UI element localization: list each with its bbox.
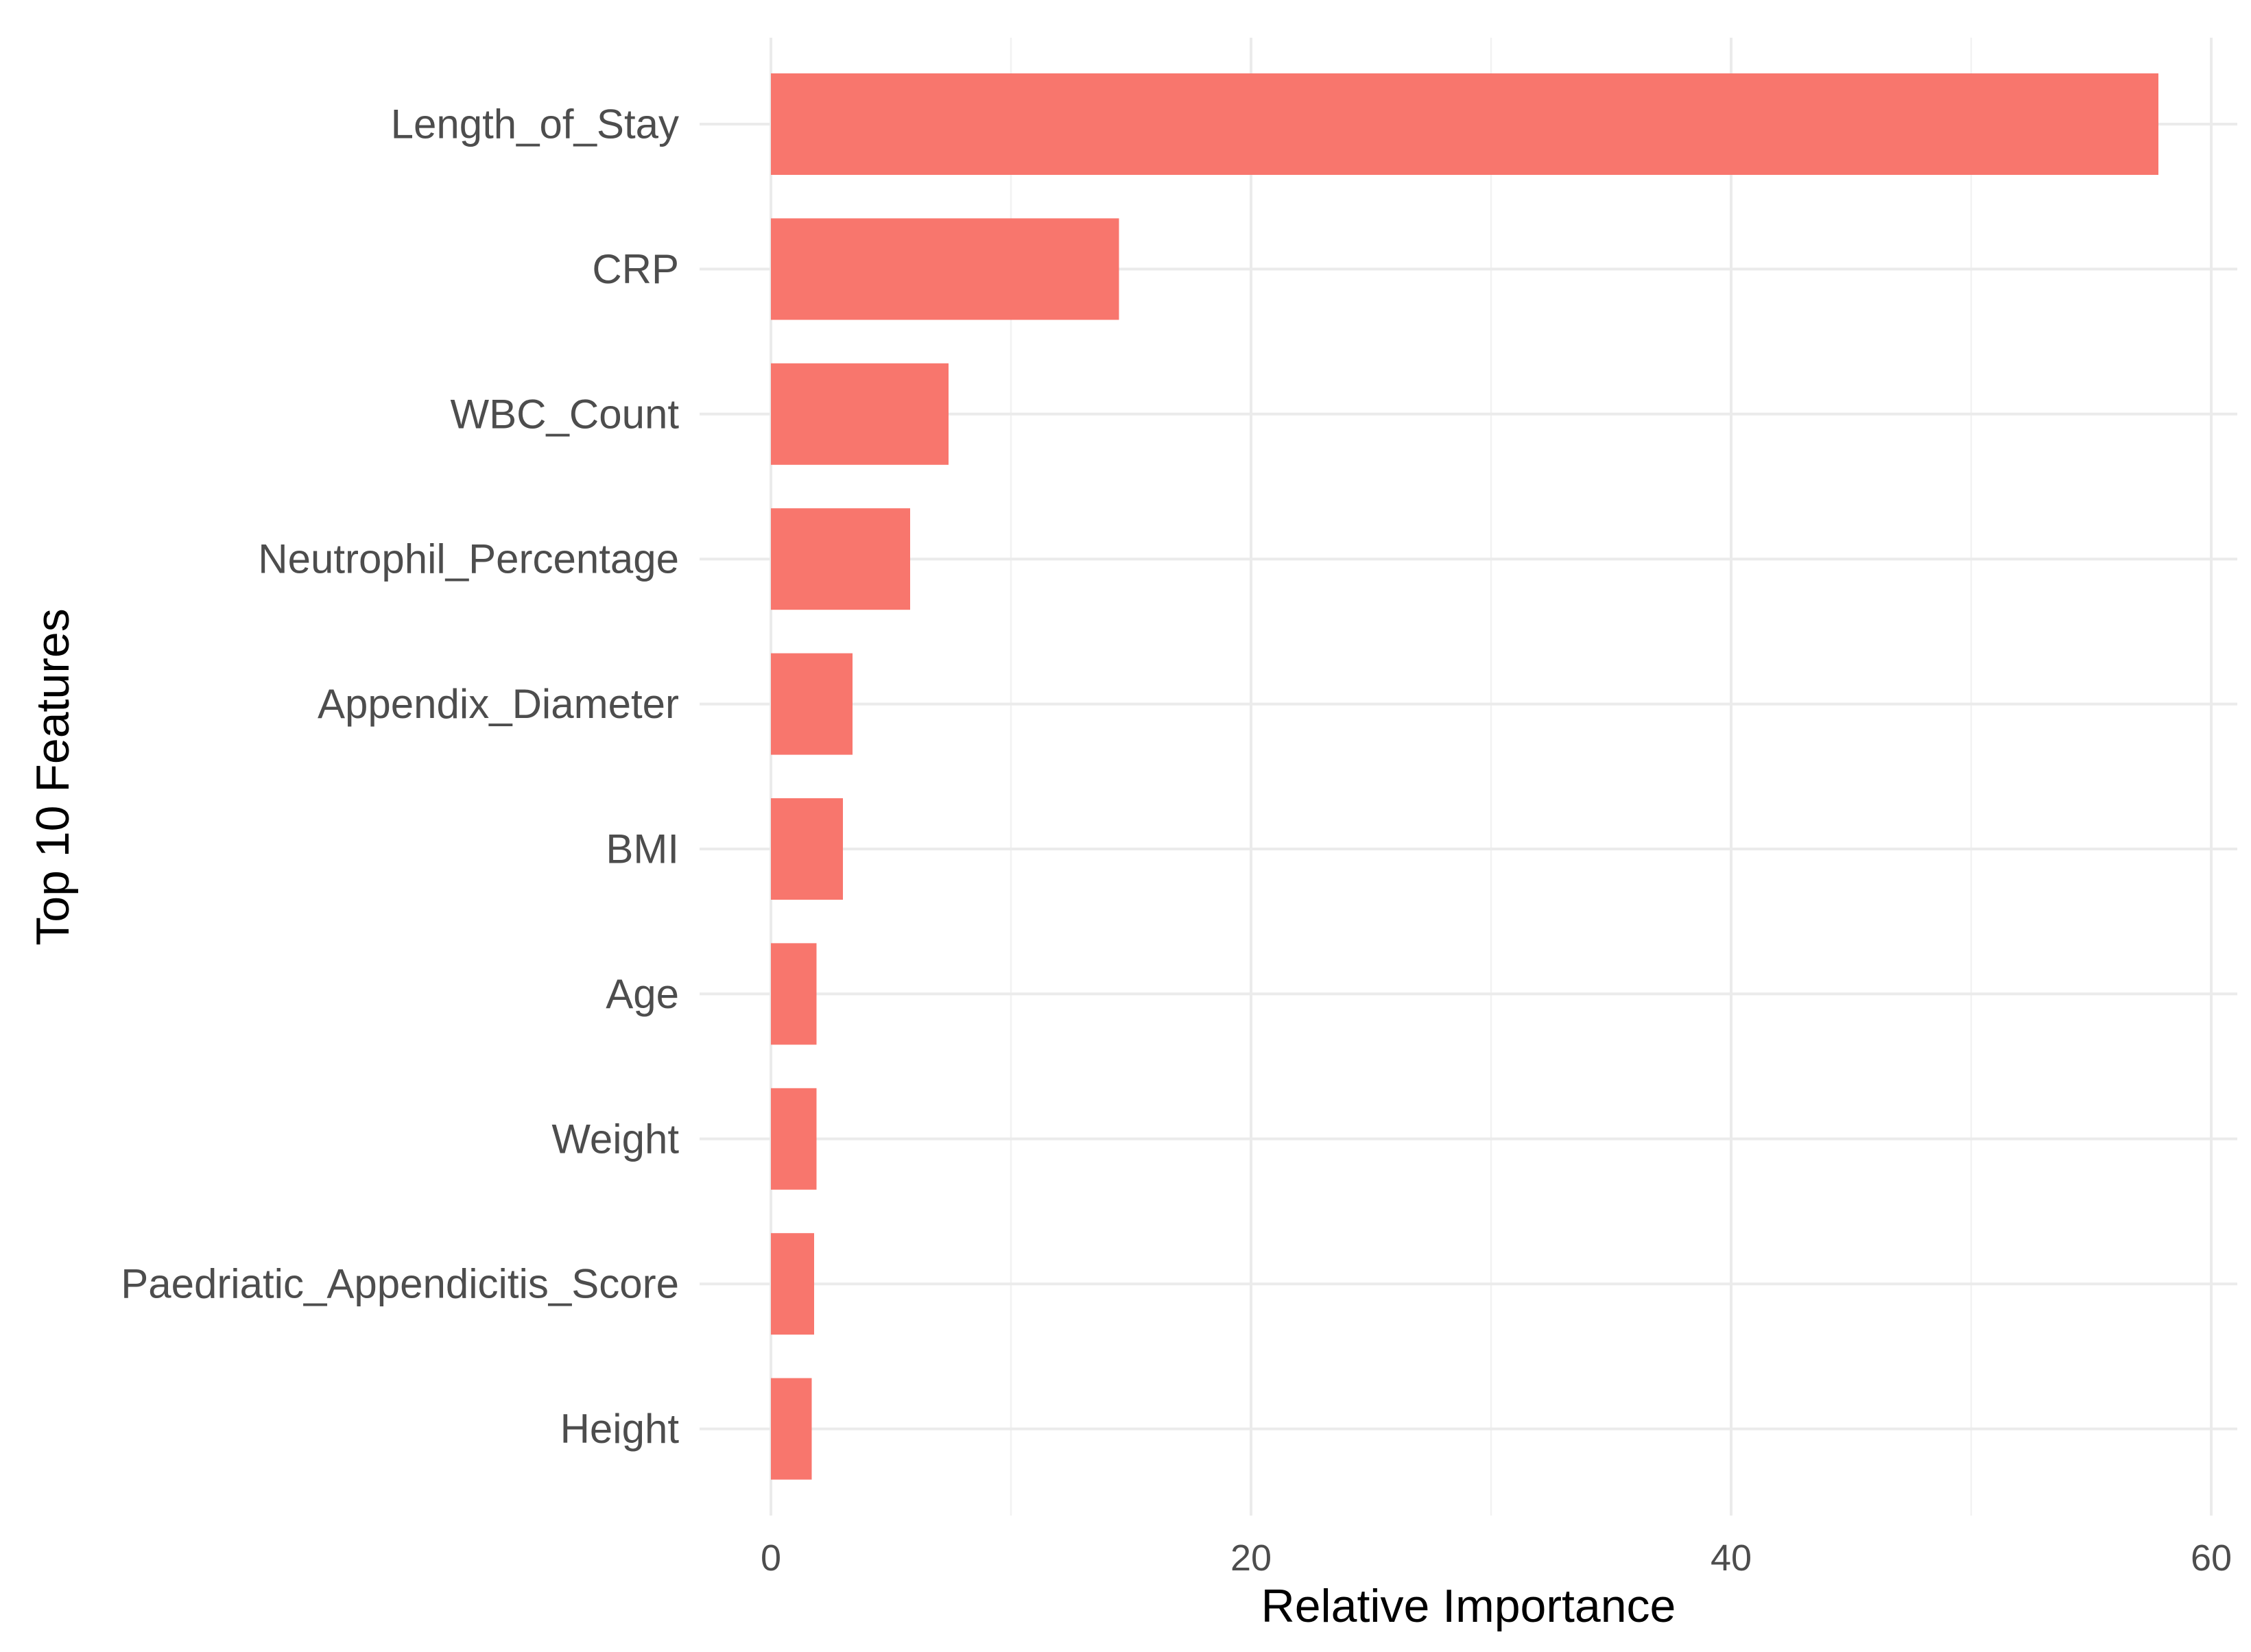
y-tick-label: Age	[606, 971, 679, 1017]
x-tick-label: 60	[2191, 1537, 2232, 1579]
grid-lines	[700, 38, 2237, 1516]
x-tick-label: 20	[1230, 1537, 1272, 1579]
bar-wbc-count	[771, 363, 949, 465]
bar-paedriatic-appendicitis-score	[771, 1233, 814, 1335]
y-tick-label: Weight	[551, 1116, 679, 1162]
bars	[771, 73, 2158, 1480]
x-tick-labels: 0 20 40 60	[761, 1537, 2232, 1579]
bar-crp	[771, 218, 1119, 320]
x-axis-title: Relative Importance	[1261, 1580, 1676, 1632]
bar-weight	[771, 1088, 817, 1190]
x-tick-label: 40	[1711, 1537, 1752, 1579]
y-tick-label: CRP	[592, 246, 679, 292]
y-tick-label: Length_of_Stay	[391, 101, 679, 147]
y-tick-label: Appendix_Diameter	[318, 681, 679, 727]
y-tick-label: WBC_Count	[451, 391, 680, 437]
y-tick-label: Paedriatic_Appendicitis_Score	[121, 1261, 679, 1307]
bar-appendix-diameter	[771, 653, 853, 755]
bar-height	[771, 1378, 812, 1480]
y-tick-label: Neutrophil_Percentage	[258, 536, 679, 582]
bar-neutrophil-percentage	[771, 508, 910, 610]
y-tick-label: Height	[560, 1406, 680, 1452]
y-tick-label: BMI	[606, 826, 679, 872]
bar-length-of-stay	[771, 73, 2158, 175]
y-axis-title: Top 10 Features	[27, 608, 79, 945]
y-tick-labels: Length_of_Stay CRP WBC_Count Neutrophil_Per…	[121, 101, 679, 1452]
x-tick-label: 0	[761, 1537, 781, 1579]
bar-age	[771, 943, 817, 1045]
bar-bmi	[771, 798, 843, 900]
